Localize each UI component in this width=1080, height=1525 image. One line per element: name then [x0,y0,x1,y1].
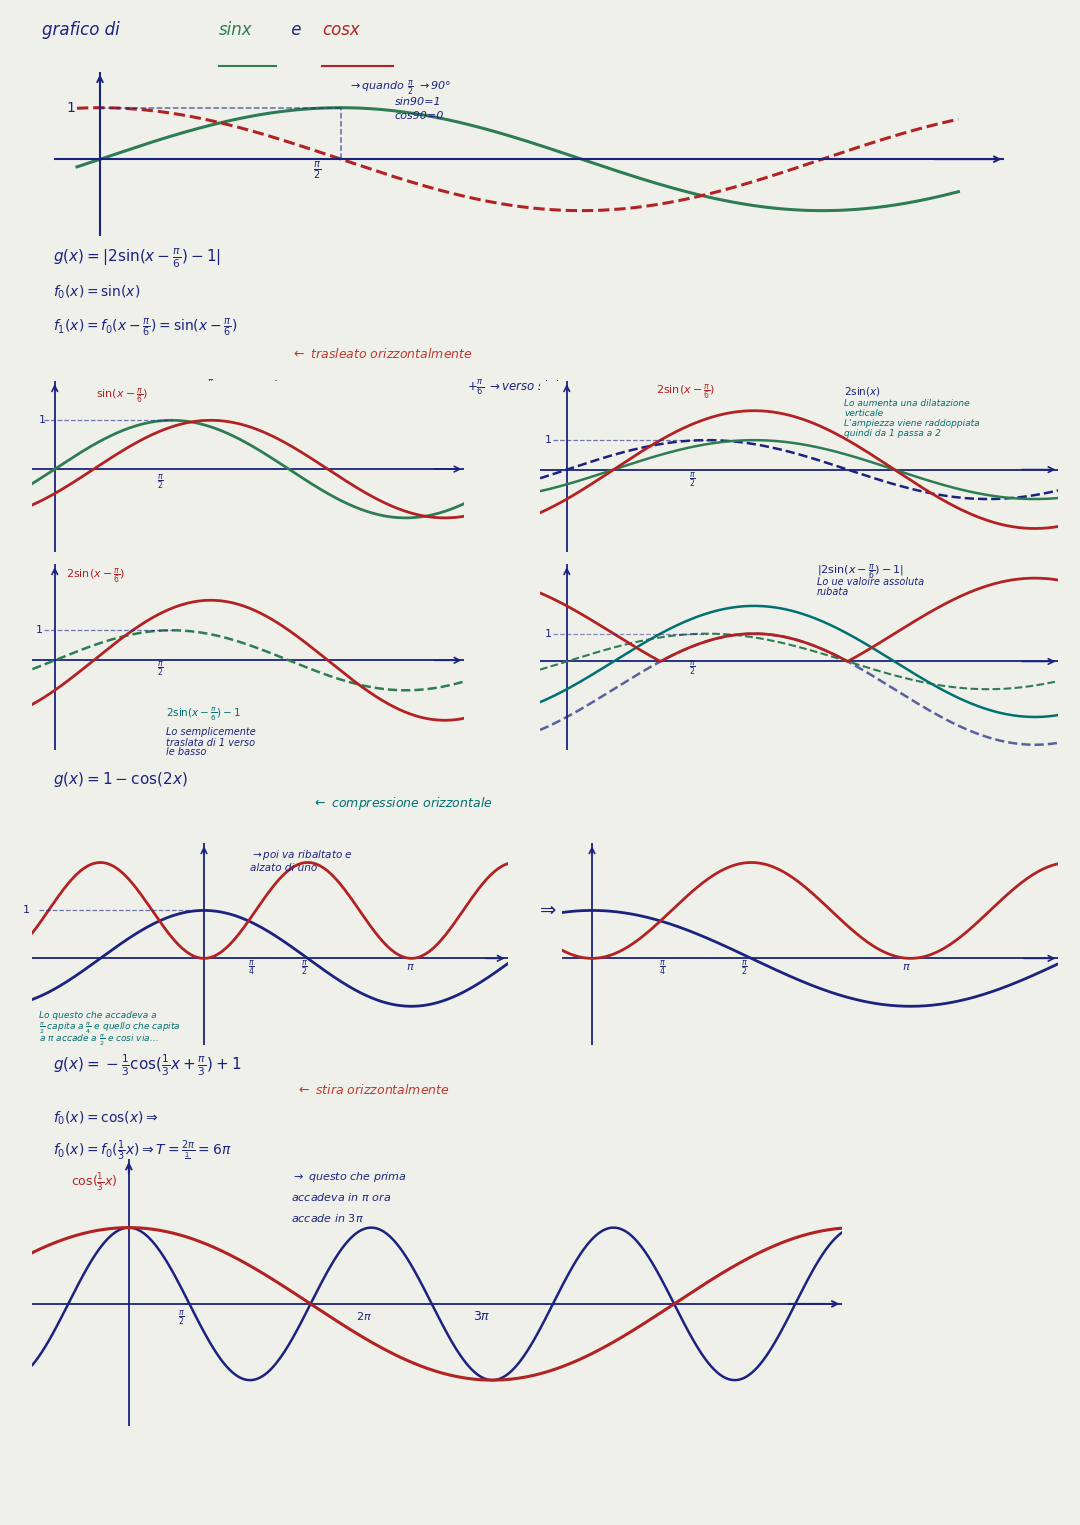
Text: $|2\sin(x-\frac{\pi}{6})-1|$: $|2\sin(x-\frac{\pi}{6})-1|$ [818,563,904,581]
Text: $2\sin(x)$: $2\sin(x)$ [843,384,880,398]
Text: Lo semplicemente: Lo semplicemente [166,727,256,737]
Text: $\frac{\pi}{4}$: $\frac{\pi}{4}$ [660,958,666,976]
Text: $\Rightarrow$: $\Rightarrow$ [537,900,557,920]
Text: $\frac{\pi}{4}$: $\frac{\pi}{4}$ [248,958,255,976]
Text: accade in $3\pi$: accade in $3\pi$ [291,1211,364,1223]
Text: 1: 1 [66,101,76,114]
Text: $f_1(x) = f_0(x - \frac{\pi}{6}) = \sin(x - \frac{\pi}{6})$: $f_1(x) = f_0(x - \frac{\pi}{6}) = \sin(… [53,317,238,339]
Text: $\cos(\frac{1}{3}x)$: $\cos(\frac{1}{3}x)$ [71,1171,118,1193]
Text: $2\sin(x-\frac{\pi}{6})$: $2\sin(x-\frac{\pi}{6})$ [657,383,716,401]
Text: le basso: le basso [166,747,207,756]
Text: $\pi$: $\pi$ [903,962,912,971]
Text: 1: 1 [544,435,552,445]
Text: Lo aumenta una dilatazione: Lo aumenta una dilatazione [843,400,970,409]
Text: $3\pi$: $3\pi$ [473,1310,490,1322]
Text: cos90=0: cos90=0 [394,111,444,120]
Text: $\rightarrow$quando $\frac{\pi}{2}$ $\rightarrow$90°: $\rightarrow$quando $\frac{\pi}{2}$ $\ri… [349,78,451,96]
Text: $\sin(x-\frac{\pi}{6})$: $\sin(x-\frac{\pi}{6})$ [96,386,148,406]
Text: sinx: sinx [218,21,253,40]
Text: e: e [286,21,307,40]
Text: Lo questo che accadeva a: Lo questo che accadeva a [39,1011,157,1020]
Text: $2\sin(x-\frac{\pi}{6})$: $2\sin(x-\frac{\pi}{6})$ [66,566,125,584]
Text: $\rightarrow$poi va ribaltato e: $\rightarrow$poi va ribaltato e [251,848,353,862]
Text: traslata di 1 verso: traslata di 1 verso [166,738,256,747]
Text: L'ampiezza viene raddoppiata: L'ampiezza viene raddoppiata [843,419,980,429]
Text: quindi da 1 passa a 2: quindi da 1 passa a 2 [843,429,941,438]
Text: $\leftarrow$ stira orizzontalmente: $\leftarrow$ stira orizzontalmente [296,1083,450,1096]
Text: $f_0(x) = \sin(x)$: $f_0(x) = \sin(x)$ [53,284,140,302]
Text: $2\sin(x-\frac{\pi}{6})-1$: $2\sin(x-\frac{\pi}{6})-1$ [166,706,241,723]
Text: cosx: cosx [322,21,360,40]
Text: accadeva in $\pi$ ora: accadeva in $\pi$ ora [291,1191,391,1203]
Text: rubata: rubata [818,587,849,596]
Text: grafico di: grafico di [42,21,125,40]
Text: $\frac{\pi}{2}$: $\frac{\pi}{2}$ [178,1308,185,1327]
Text: 1: 1 [36,625,43,636]
Text: $2\pi$: $2\pi$ [355,1310,372,1322]
Text: $\frac{\pi}{2}$: $\frac{\pi}{2}$ [741,958,748,976]
Text: $\frac{\pi}{2}$: $\frac{\pi}{2}$ [689,470,697,490]
Text: $\frac{\pi}{2}$: $\frac{\pi}{2}$ [689,659,697,677]
Text: $\pi$: $\pi$ [406,962,415,971]
Text: verticale: verticale [843,409,883,418]
Text: $\rightarrow$ questo che prima: $\rightarrow$ questo che prima [291,1170,407,1185]
Text: $\frac{\pi}{2}$: $\frac{\pi}{2}$ [157,659,164,679]
Text: a $\pi$ accade a $\frac{\pi}{2}$ e cosi via...: a $\pi$ accade a $\frac{\pi}{2}$ e cosi … [39,1032,159,1048]
Text: alzato di uno: alzato di uno [251,863,318,874]
Text: $-\frac{\pi}{6}$ $\rightarrow$verso destra: $-\frac{\pi}{6}$ $\rightarrow$verso dest… [198,380,308,398]
Text: $\leftarrow$ compressione orizzontale: $\leftarrow$ compressione orizzontale [312,796,492,813]
Text: $g(x) = |2\sin(x - \frac{\pi}{6}) - 1|$: $g(x) = |2\sin(x - \frac{\pi}{6}) - 1|$ [53,247,220,270]
Text: $\frac{\pi}{2}$: $\frac{\pi}{2}$ [313,159,322,180]
Text: sin90=1: sin90=1 [394,98,441,107]
Text: $\frac{\pi}{2}$ capita a $\frac{\pi}{4}$ e quello che capita: $\frac{\pi}{2}$ capita a $\frac{\pi}{4}$… [39,1022,180,1037]
Text: Lo ue valoire assoluta: Lo ue valoire assoluta [818,576,924,587]
Text: $\frac{\pi}{2}$: $\frac{\pi}{2}$ [157,473,164,491]
Text: $f_0(x) = f_0(\frac{1}{3}x) \Rightarrow T = \frac{2\pi}{\frac{1}{3}} = 6\pi$: $f_0(x) = f_0(\frac{1}{3}x) \Rightarrow … [53,1139,231,1170]
Text: $f_0(x) = \cos(x)  \Rightarrow$: $f_0(x) = \cos(x) \Rightarrow$ [53,1109,159,1127]
Text: 1: 1 [23,906,29,915]
Text: $g(x) = -\frac{1}{3}\cos(\frac{1}{3}x + \frac{\pi}{3}) + 1$: $g(x) = -\frac{1}{3}\cos(\frac{1}{3}x + … [53,1052,241,1078]
Text: $g(x) = 1 - \cos(2x)$: $g(x) = 1 - \cos(2x)$ [53,770,187,788]
Text: 1: 1 [544,628,552,639]
Text: 1: 1 [39,415,45,425]
Text: $+\frac{\pi}{6}$ $\rightarrow$verso sinistra: $+\frac{\pi}{6}$ $\rightarrow$verso sini… [468,380,582,398]
Text: $\frac{\pi}{2}$: $\frac{\pi}{2}$ [301,958,308,976]
Text: $\leftarrow$ trasleato orizzontalmente: $\leftarrow$ trasleato orizzontalmente [292,346,473,360]
